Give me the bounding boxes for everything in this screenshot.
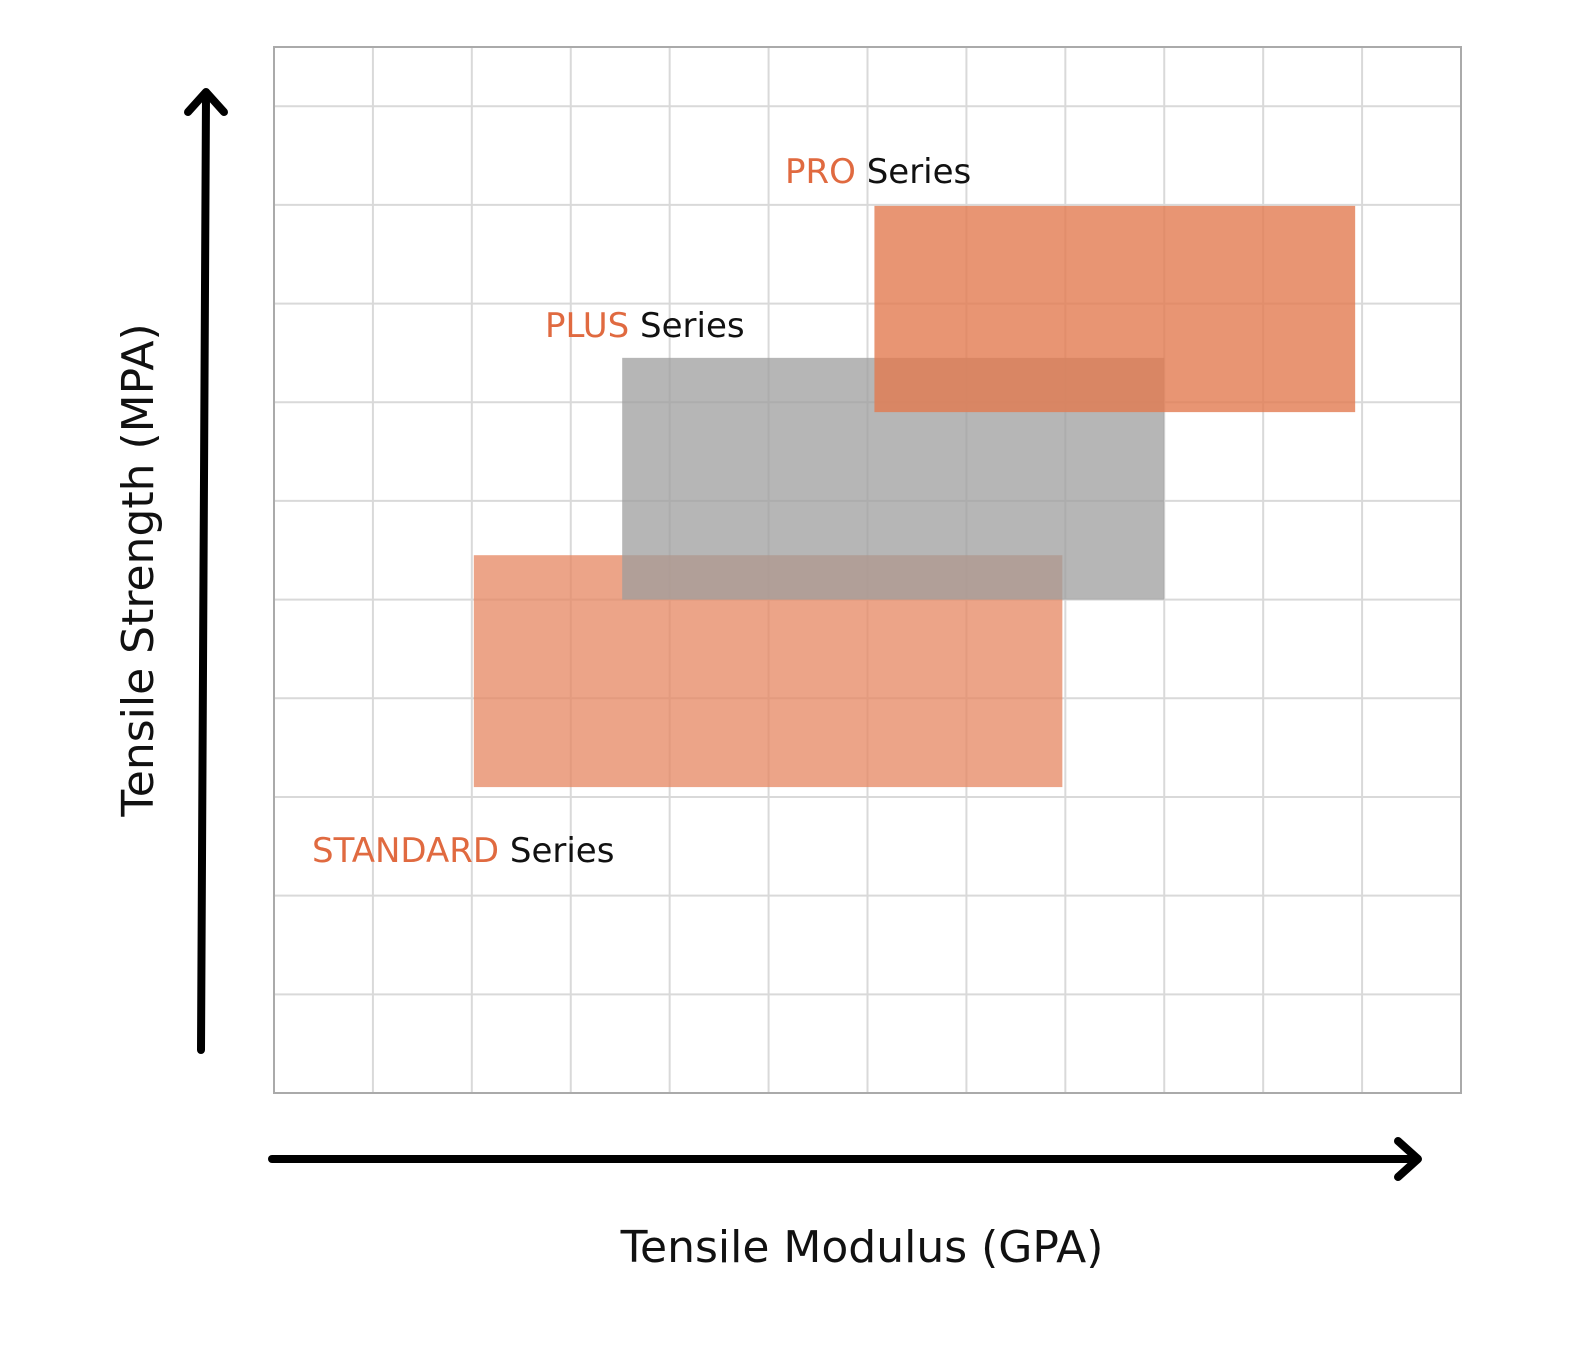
region-label-suffix: Series [499,831,614,871]
region-label-accent: STANDARD [312,831,499,871]
region-label-plus: PLUS Series [545,306,745,346]
y-axis-title: Tensile Strength (MPA) [113,323,164,817]
region-label-pro: PRO Series [785,152,971,192]
x-axis-arrow [268,1137,1422,1181]
region-label-accent: PRO [785,152,856,192]
region-label-suffix: Series [856,152,971,192]
x-axis-title: Tensile Modulus (GPA) [620,1222,1104,1273]
plot-frame [273,46,1462,1094]
y-axis-arrow [184,88,228,1054]
region-label-accent: PLUS [545,306,629,346]
region-label-standard: STANDARD Series [312,831,614,871]
region-label-suffix: Series [629,306,744,346]
regions [473,205,1356,788]
region-pro [874,205,1356,413]
